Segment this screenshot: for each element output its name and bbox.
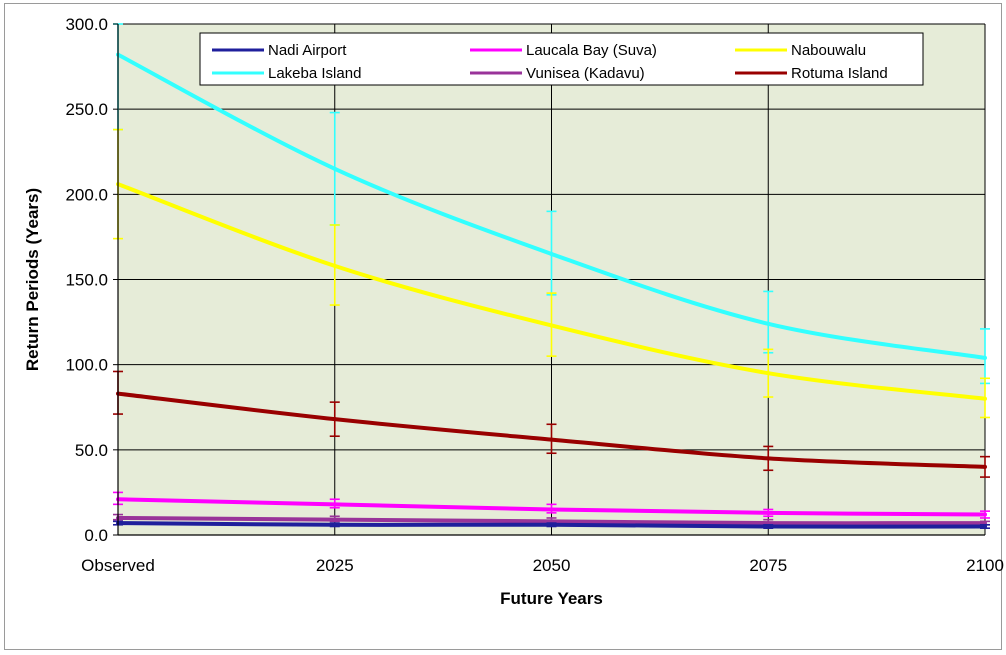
legend-label: Rotuma Island [791, 65, 888, 82]
grid [117, 23, 986, 536]
x-axis-title: Future Years [500, 589, 603, 608]
legend-label: Laucala Bay (Suva) [526, 42, 657, 59]
legend: Nadi Airport Laucala Bay (Suva) Nabouwalu L… [199, 32, 924, 86]
x-tick-label: Observed [81, 556, 155, 575]
data-point [549, 251, 554, 256]
data-point [332, 166, 337, 171]
data-point [549, 507, 554, 512]
y-tick-label: 100.0 [65, 356, 108, 375]
y-tick-label: 250.0 [65, 100, 108, 119]
data-point [983, 396, 987, 401]
data-point [332, 263, 337, 268]
x-tick-label: 2075 [749, 556, 787, 575]
data-point [983, 524, 987, 529]
y-tick-label: 200.0 [65, 185, 108, 204]
series-layer [113, 23, 990, 529]
data-point [549, 437, 554, 442]
data-point [549, 522, 554, 527]
y-tick-label: 150.0 [65, 271, 108, 290]
data-point [332, 502, 337, 507]
legend-label: Vunisea (Kadavu) [526, 65, 645, 82]
x-tick-label: 2025 [316, 556, 354, 575]
data-point [332, 417, 337, 422]
data-point [983, 512, 987, 517]
legend-box [199, 32, 924, 86]
data-point [766, 371, 771, 376]
legend-label: Nabouwalu [791, 42, 866, 59]
data-point [983, 464, 987, 469]
axes: 0.0 50.0 100.0 150.0 200.0 250.0 300.0 Observed… [65, 15, 1003, 575]
x-tick-label: 2100 [966, 556, 1004, 575]
data-point [332, 517, 337, 522]
x-tick-label: 2050 [533, 556, 571, 575]
y-axis-title: Return Periods (Years) [23, 188, 42, 371]
data-point [766, 524, 771, 529]
legend-label: Nadi Airport [268, 42, 347, 59]
data-point [332, 522, 337, 527]
legend-label: Lakeba Island [268, 65, 361, 82]
data-point [549, 323, 554, 328]
y-tick-label: 50.0 [75, 441, 108, 460]
y-tick-label: 0.0 [84, 526, 108, 545]
data-point [983, 355, 987, 360]
data-point [766, 321, 771, 326]
data-point [766, 456, 771, 461]
data-point [766, 510, 771, 515]
y-tick-label: 300.0 [65, 15, 108, 34]
